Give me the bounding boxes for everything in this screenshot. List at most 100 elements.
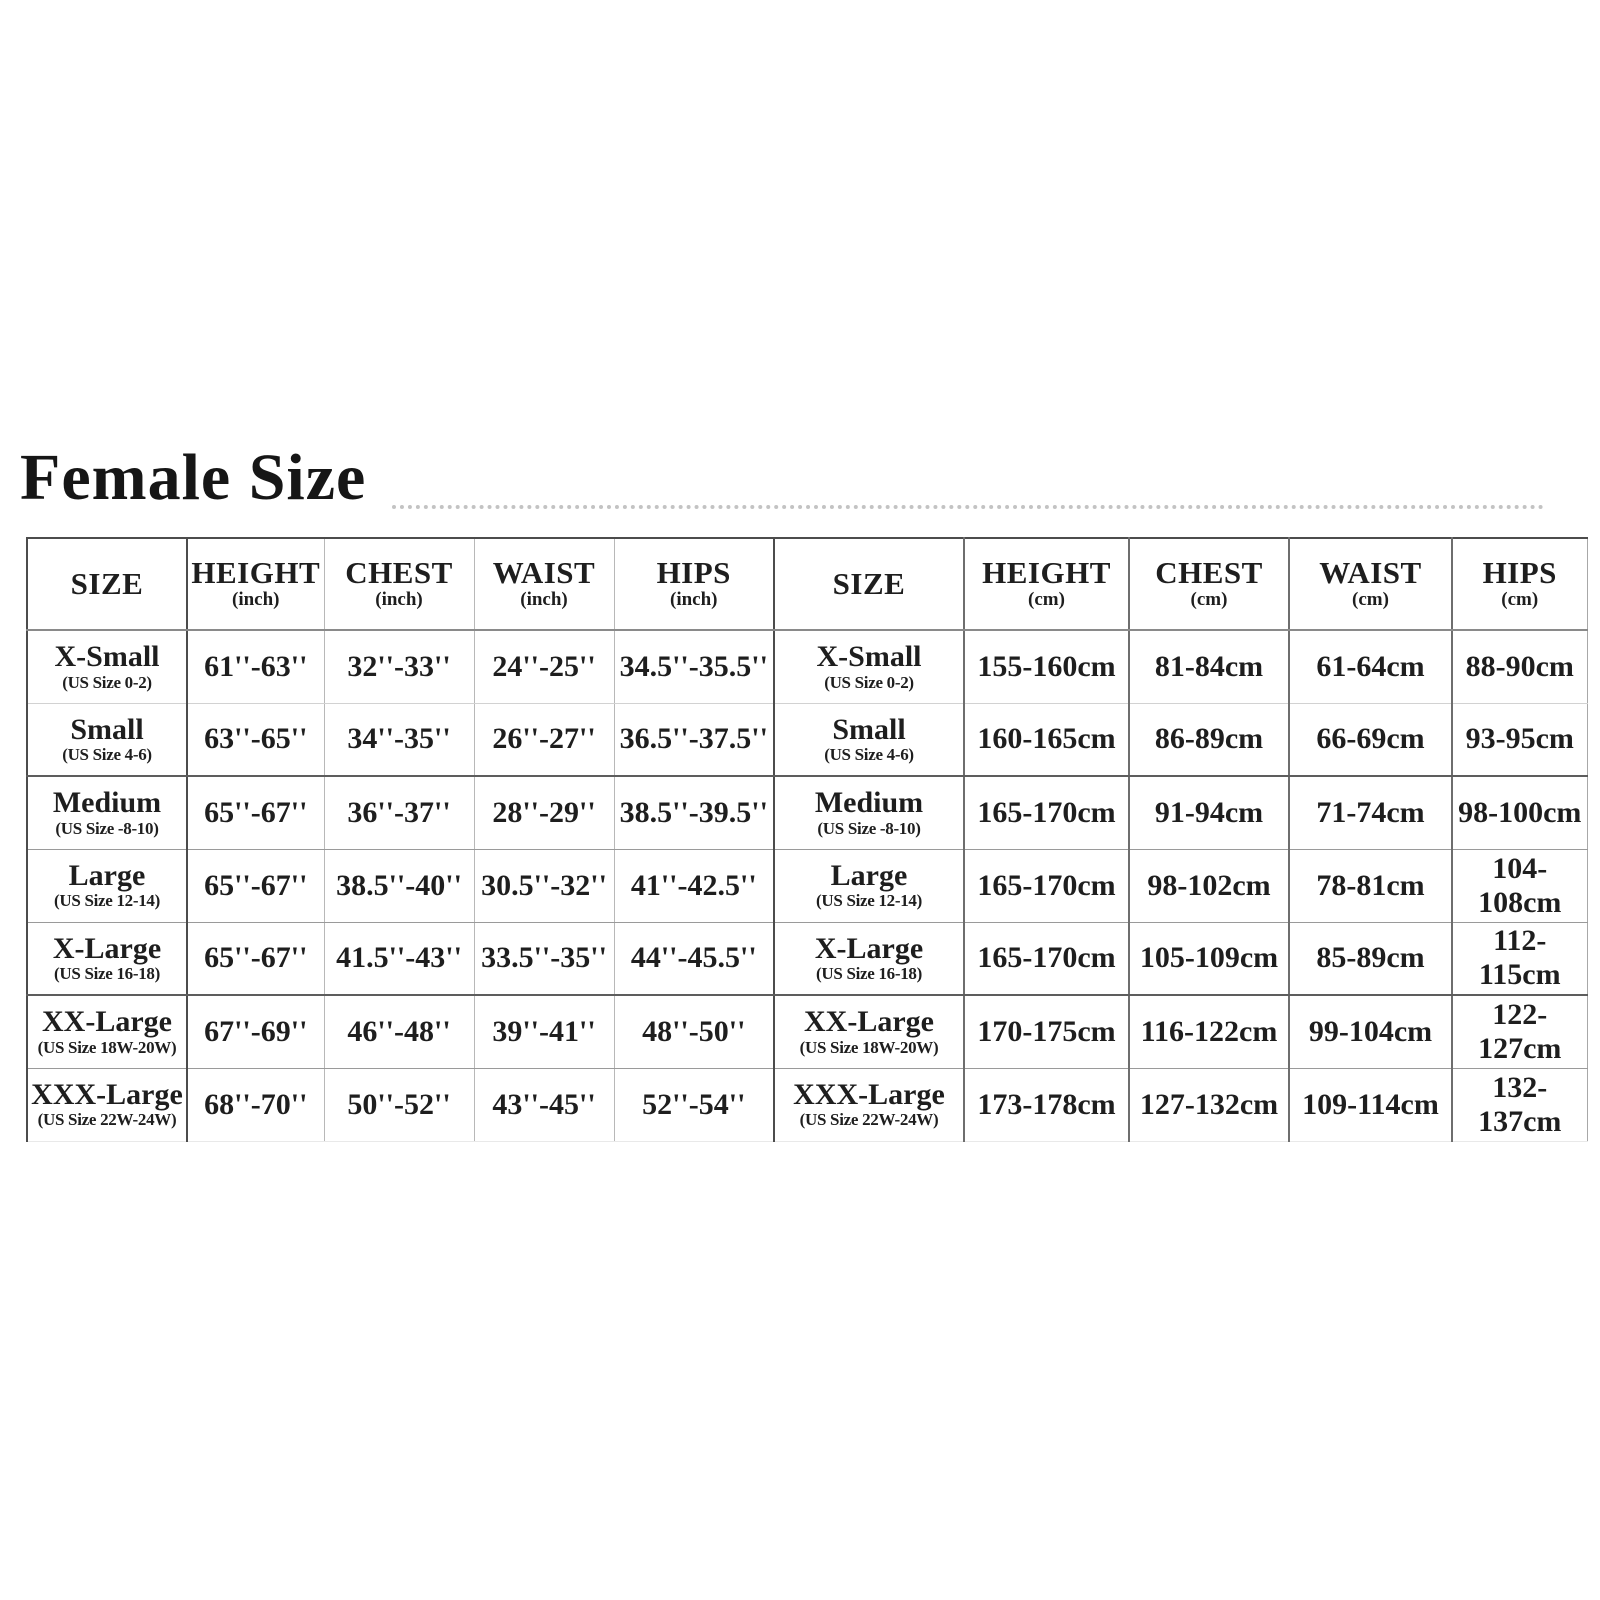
size-label: X-Large [52,931,162,965]
header-waist-cm: WAIST (cm) [1289,537,1453,631]
us-size-label: (US Size 0-2) [824,672,914,692]
table-row-xxxlarge: XXX-Large (US Size 22W-24W) 68''-70'' 50'… [26,1068,1588,1142]
waist-cell: 39''-41'' [474,995,615,1069]
height-cell: 165-170cm [964,922,1130,996]
size-label: X-Large [814,931,924,965]
page-title: Female Size [20,441,367,514]
header-height-inch: HEIGHT (inch) [187,537,325,631]
height-cell: 65''-67'' [187,922,325,996]
waist-cell: 66-69cm [1289,703,1453,777]
header-label: WAIST [492,555,596,591]
chest-cell: 105-109cm [1129,922,1290,996]
header-label: SIZE [70,565,144,601]
header-label: CHEST [1155,555,1263,591]
us-size-label: (US Size 22W-24W) [799,1110,939,1130]
waist-cell: 85-89cm [1289,922,1453,996]
size-label: X-Small [816,640,922,674]
header-hips-inch: HIPS (inch) [614,537,775,631]
size-label: Small [70,712,144,746]
table-row-xsmall: X-Small (US Size 0-2) 61''-63'' 32''-33''… [26,630,1588,704]
header-unit: (cm) [1352,588,1389,610]
chest-cell: 41.5''-43'' [324,922,475,996]
us-size-label: (US Size 4-6) [824,745,914,765]
size-cell: Large (US Size 12-14) [774,849,965,923]
size-cell: Small (US Size 4-6) [26,703,188,777]
chest-cell: 81-84cm [1129,630,1290,704]
chest-cell: 116-122cm [1129,995,1290,1069]
header-label: WAIST [1319,555,1422,591]
chest-cell: 127-132cm [1129,1068,1290,1142]
hips-cell: 132-137cm [1452,1068,1588,1142]
height-cell: 170-175cm [964,995,1130,1069]
hips-cell: 98-100cm [1452,776,1588,850]
height-cell: 173-178cm [964,1068,1130,1142]
us-size-label: (US Size 18W-20W) [799,1037,939,1057]
us-size-label: (US Size 12-14) [54,891,160,911]
waist-cell: 109-114cm [1289,1068,1453,1142]
chest-cell: 98-102cm [1129,849,1290,923]
chest-cell: 36''-37'' [324,776,475,850]
header-chest-inch: CHEST (inch) [324,537,475,631]
waist-cell: 30.5''-32'' [474,849,615,923]
header-unit: (cm) [1501,588,1539,610]
hips-cell: 34.5''-35.5'' [614,630,775,704]
waist-cell: 28''-29'' [474,776,615,850]
header-waist-inch: WAIST (inch) [474,537,615,631]
size-label: Medium [814,786,924,820]
height-cell: 61''-63'' [187,630,325,704]
chest-cell: 50''-52'' [324,1068,475,1142]
waist-cell: 26''-27'' [474,703,615,777]
waist-cell: 99-104cm [1289,995,1453,1069]
waist-cell: 33.5''-35'' [474,922,615,996]
hips-cell: 93-95cm [1452,703,1588,777]
female-size-chart: SIZE HEIGHT (inch) CHEST (inch) WAIST (inch… [26,537,1588,1142]
us-size-label: (US Size 4-6) [62,745,152,765]
table-row-xlarge: X-Large (US Size 16-18) 65''-67'' 41.5''-… [26,922,1588,996]
header-size-cm: SIZE [774,537,965,631]
chest-cell: 32''-33'' [324,630,475,704]
size-cell: Medium (US Size -8-10) [774,776,965,850]
size-label: XXX-Large [31,1077,183,1111]
header-size-inch: SIZE [26,537,188,631]
us-size-label: (US Size -8-10) [55,818,159,838]
hips-cell: 41''-42.5'' [614,849,775,923]
header-row: SIZE HEIGHT (inch) CHEST (inch) WAIST (inch… [26,537,1588,631]
size-label: Small [832,712,906,746]
us-size-label: (US Size 22W-24W) [37,1110,177,1130]
us-size-label: (US Size 0-2) [62,672,152,692]
header-unit: (cm) [1028,588,1065,610]
size-table: SIZE HEIGHT (inch) CHEST (inch) WAIST (inch… [26,537,1588,1142]
header-label: CHEST [345,555,453,591]
size-cell: X-Small (US Size 0-2) [26,630,188,704]
us-size-label: (US Size 12-14) [816,891,922,911]
waist-cell: 24''-25'' [474,630,615,704]
hips-cell: 104-108cm [1452,849,1588,923]
header-label: HEIGHT [191,555,321,591]
hips-cell: 44''-45.5'' [614,922,775,996]
hips-cell: 36.5''-37.5'' [614,703,775,777]
waist-cell: 61-64cm [1289,630,1453,704]
size-cell: XX-Large (US Size 18W-20W) [774,995,965,1069]
table-row-large: Large (US Size 12-14) 65''-67'' 38.5''-40… [26,849,1588,923]
size-cell: X-Large (US Size 16-18) [774,922,965,996]
table-row-medium: Medium (US Size -8-10) 65''-67'' 36''-37'… [26,776,1588,850]
header-label: HEIGHT [982,555,1111,591]
size-cell: XXX-Large (US Size 22W-24W) [26,1068,188,1142]
size-label: X-Small [54,640,160,674]
size-label: XX-Large [804,1005,934,1039]
size-cell: X-Small (US Size 0-2) [774,630,965,704]
table-row-xxlarge: XX-Large (US Size 18W-20W) 67''-69'' 46''… [26,995,1588,1069]
chest-cell: 46''-48'' [324,995,475,1069]
hips-cell: 38.5''-39.5'' [614,776,775,850]
chest-cell: 34''-35'' [324,703,475,777]
height-cell: 65''-67'' [187,776,325,850]
us-size-label: (US Size 18W-20W) [37,1037,177,1057]
chest-cell: 86-89cm [1129,703,1290,777]
header-hips-cm: HIPS (cm) [1452,537,1588,631]
height-cell: 63''-65'' [187,703,325,777]
us-size-label: (US Size 16-18) [816,964,922,984]
hips-cell: 52''-54'' [614,1068,775,1142]
header-chest-cm: CHEST (cm) [1129,537,1290,631]
size-cell: Large (US Size 12-14) [26,849,188,923]
